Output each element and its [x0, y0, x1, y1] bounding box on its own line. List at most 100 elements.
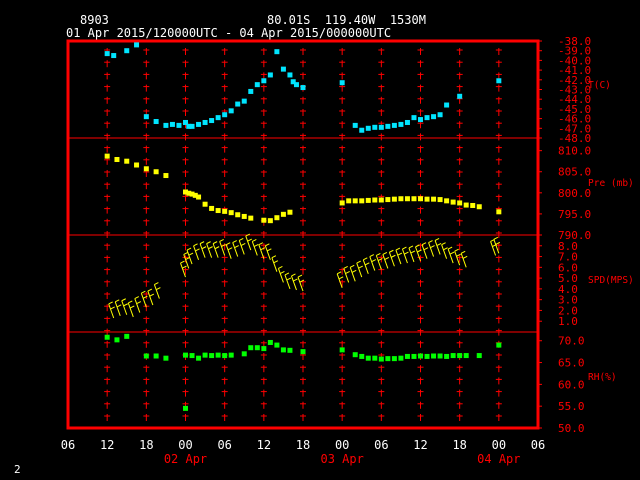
- x-tick-label: 18: [139, 438, 153, 452]
- temperature-point: [261, 78, 267, 84]
- humidity-point: [457, 353, 463, 359]
- humidity-point: [267, 339, 273, 345]
- wind-barb: [408, 245, 416, 263]
- pressure-point: [183, 189, 188, 195]
- pressure-point: [418, 196, 423, 202]
- temperature-point: [457, 93, 463, 99]
- temperature-point: [411, 115, 417, 121]
- pressure-point: [215, 208, 221, 214]
- temperature-point: [183, 119, 188, 125]
- humidity-point: [450, 353, 456, 359]
- wind-barb: [362, 257, 370, 274]
- temperature-point: [134, 42, 140, 48]
- temperature-point: [424, 115, 430, 121]
- humidity-point: [248, 345, 254, 351]
- humidity-point: [241, 351, 247, 357]
- wind-barb: [186, 247, 194, 265]
- pressure-point: [457, 200, 463, 206]
- wind-barb: [297, 274, 305, 292]
- wind-barb: [460, 250, 468, 268]
- wind-barb: [219, 239, 226, 256]
- temperature-point: [104, 51, 110, 57]
- humidity-point: [209, 353, 215, 359]
- temperature-point: [111, 53, 117, 59]
- temperature-point: [339, 80, 345, 86]
- humidity-point: [385, 356, 391, 362]
- wind-barb: [212, 241, 220, 258]
- temperature-point: [372, 124, 378, 130]
- pressure-point: [346, 198, 352, 204]
- temperature-point: [359, 127, 365, 133]
- humidity-point: [189, 353, 195, 359]
- temperature-point: [398, 121, 404, 127]
- y-tick-label: -46.0: [558, 113, 591, 126]
- wind-barb: [356, 260, 363, 278]
- y-tick-label: 4.0: [558, 283, 578, 296]
- pressure-point: [192, 192, 198, 198]
- wind-barb: [493, 236, 501, 254]
- pressure-point: [196, 194, 202, 200]
- wind-barb: [232, 240, 239, 257]
- temperature-point: [209, 118, 215, 124]
- temperature-point: [235, 101, 241, 107]
- temperature-point: [169, 121, 175, 127]
- wind-barb: [225, 242, 233, 259]
- wind-barb: [121, 298, 128, 315]
- y-tick-label: 800.0: [558, 187, 591, 200]
- humidity-point: [391, 356, 397, 362]
- temperature-point: [391, 122, 397, 128]
- panel-label: SPD(MPS): [588, 275, 634, 286]
- pressure-point: [124, 158, 130, 164]
- temperature-point: [222, 112, 228, 118]
- y-tick-label: -44.0: [558, 93, 591, 106]
- humidity-point: [359, 353, 365, 359]
- temperature-point: [290, 79, 296, 85]
- humidity-point: [222, 353, 228, 359]
- temperature-point: [202, 119, 208, 125]
- wind-barb: [153, 282, 161, 299]
- x-tick-label: 12: [257, 438, 271, 452]
- pressure-point: [189, 191, 195, 197]
- y-tick-label: 50.0: [558, 422, 585, 435]
- humidity-point: [196, 355, 202, 361]
- pressure-point: [352, 198, 358, 204]
- x-tick-label: 00: [492, 438, 506, 452]
- temperature-point: [431, 114, 437, 120]
- humidity-point: [437, 353, 443, 359]
- wind-barb: [251, 239, 259, 256]
- temperature-point: [378, 124, 384, 130]
- humidity-point: [261, 346, 267, 352]
- pressure-point: [365, 197, 371, 203]
- humidity-point: [418, 353, 423, 359]
- x-tick-label: 00: [335, 438, 349, 452]
- y-tick-label: -39.0: [558, 45, 591, 58]
- pressure-point: [209, 205, 215, 211]
- pressure-point: [476, 204, 482, 210]
- pressure-point: [202, 201, 208, 207]
- wind-barb: [193, 243, 200, 260]
- humidity-point: [372, 355, 378, 361]
- humidity-point: [398, 355, 404, 361]
- wind-barb: [264, 243, 272, 260]
- wind-barb: [291, 273, 298, 291]
- wind-barb: [454, 248, 461, 266]
- humidity-point: [183, 405, 188, 411]
- pressure-point: [267, 218, 273, 224]
- temperature-point: [143, 114, 149, 120]
- wind-barb: [206, 241, 213, 258]
- humidity-point: [124, 333, 130, 339]
- y-tick-label: 2.0: [558, 304, 578, 317]
- humidity-point: [143, 353, 149, 359]
- x-tick-label: 12: [100, 438, 114, 452]
- humidity-point: [424, 353, 430, 359]
- pressure-point: [280, 211, 286, 217]
- y-tick-label: 810.0: [558, 145, 591, 158]
- temperature-point: [287, 72, 293, 78]
- x-tick-label: 06: [61, 438, 75, 452]
- y-tick-label: -48.0: [558, 132, 591, 145]
- pressure-point: [153, 169, 159, 175]
- temperature-point: [186, 123, 192, 129]
- temperature-point: [404, 119, 410, 125]
- humidity-point: [228, 352, 234, 358]
